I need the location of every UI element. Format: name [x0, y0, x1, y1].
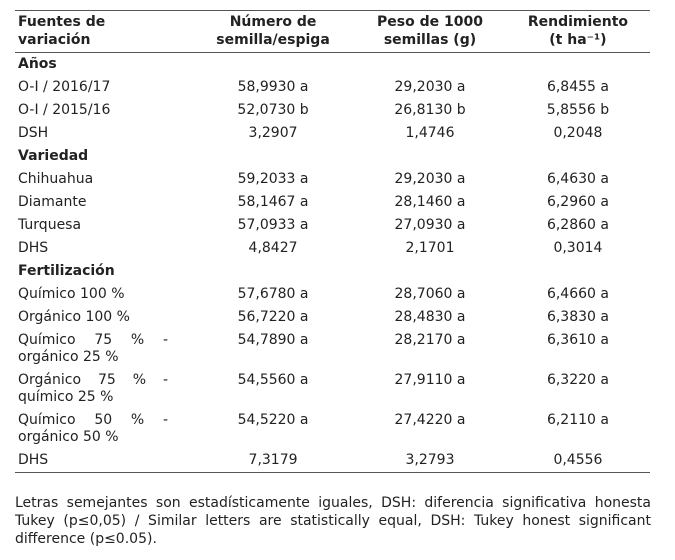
- value-cell: 1,4746: [405, 125, 455, 141]
- row-label: DHS: [18, 240, 49, 256]
- data-row: Diamante 58,1467 a 28,1460 a 6,2960 a: [15, 191, 650, 214]
- value-cell: 28,2170 a: [394, 332, 466, 348]
- value-cell: 54,5220 a: [237, 412, 309, 428]
- value-cell: 27,9110 a: [394, 372, 466, 388]
- value-cell: 6,4660 a: [546, 286, 609, 302]
- value-cell: 52,0730 b: [237, 102, 309, 118]
- value-cell: 28,1460 a: [394, 194, 466, 210]
- data-row: DHS 4,8427 2,1701 0,3014: [15, 237, 650, 260]
- value-cell: 2,1701: [405, 240, 455, 256]
- value-cell: 56,7220 a: [237, 309, 309, 325]
- row-label: Chihuahua: [18, 171, 94, 187]
- value-cell: 58,1467 a: [237, 194, 309, 210]
- value-cell: 6,3830 a: [546, 309, 609, 325]
- value-cell: 6,8455 a: [546, 79, 609, 95]
- row-label: Químico 50 % - orgánico 50 %: [18, 412, 168, 445]
- data-row: Turquesa 57,0933 a 27,0930 a 6,2860 a: [15, 214, 650, 237]
- data-row: DSH 3,2907 1,4746 0,2048: [15, 122, 650, 145]
- value-cell: 3,2793: [405, 452, 455, 468]
- value-cell: 54,5560 a: [237, 372, 309, 388]
- value-cell: 57,6780 a: [237, 286, 309, 302]
- value-cell: 54,7890 a: [237, 332, 309, 348]
- value-cell: 29,2030 a: [394, 171, 466, 187]
- value-cell: 58,9930 a: [237, 79, 309, 95]
- row-label: Turquesa: [18, 217, 82, 233]
- value-cell: 3,2907: [248, 125, 298, 141]
- value-cell: 6,2110 a: [546, 412, 609, 428]
- section-row: Fertilización: [15, 260, 650, 283]
- value-cell: 27,4220 a: [394, 412, 466, 428]
- value-cell: 57,0933 a: [237, 217, 309, 233]
- data-row: O-I / 2015/16 52,0730 b 26,8130 b 5,8556 b: [15, 99, 650, 122]
- row-label: Orgánico 75 % - químico 25 %: [18, 372, 168, 405]
- value-cell: 4,8427: [248, 240, 298, 256]
- results-table: Fuentes de variación Número de semilla/es…: [15, 10, 650, 473]
- row-label: Químico 100 %: [18, 286, 125, 302]
- value-cell: 5,8556 b: [546, 102, 610, 118]
- data-row: Chihuahua 59,2033 a 29,2030 a 6,4630 a: [15, 168, 650, 191]
- value-cell: 0,3014: [553, 240, 603, 256]
- row-label: O-I / 2015/16: [18, 102, 111, 118]
- data-row: Químico 100 % 57,6780 a 28,7060 a 6,4660 a: [15, 283, 650, 306]
- value-cell: 28,7060 a: [394, 286, 466, 302]
- header-cell: Fuentes de variación: [15, 10, 192, 53]
- section-title: Fertilización: [18, 263, 115, 279]
- header-row: Fuentes de variación Número de semilla/es…: [15, 10, 650, 53]
- data-row: Orgánico 100 % 56,7220 a 28,4830 a 6,3830 a: [15, 306, 650, 329]
- value-cell: 6,3610 a: [546, 332, 609, 348]
- value-cell: 7,3179: [248, 452, 298, 468]
- footnote: Letras semejantes son estadísticamente i…: [15, 495, 651, 547]
- value-cell: 6,2960 a: [546, 194, 609, 210]
- value-cell: 26,8130 b: [394, 102, 466, 118]
- value-cell: 27,0930 a: [394, 217, 466, 233]
- data-row: Químico 75 % - orgánico 25 % 54,7890 a 28,…: [15, 329, 650, 369]
- row-label: DSH: [18, 125, 49, 141]
- row-label: Químico 75 % - orgánico 25 %: [18, 332, 168, 365]
- value-cell: 28,4830 a: [394, 309, 466, 325]
- value-cell: 0,2048: [553, 125, 603, 141]
- value-cell: 6,4630 a: [546, 171, 609, 187]
- data-row: Orgánico 75 % - químico 25 % 54,5560 a 27,…: [15, 369, 650, 409]
- header-cell: Peso de 1000 semillas (g): [354, 10, 506, 53]
- row-label: Diamante: [18, 194, 87, 210]
- header-cell: Rendimiento (t ha⁻¹): [505, 10, 650, 53]
- row-label: O-I / 2016/17: [18, 79, 111, 95]
- data-row: DHS 7,3179 3,2793 0,4556: [15, 449, 650, 473]
- data-row: O-I / 2016/17 58,9930 a 29,2030 a 6,8455 a: [15, 76, 650, 99]
- section-row: Variedad: [15, 145, 650, 168]
- value-cell: 6,3220 a: [546, 372, 609, 388]
- section-title: Variedad: [18, 148, 89, 164]
- section-title: Años: [18, 56, 57, 72]
- value-cell: 6,2860 a: [546, 217, 609, 233]
- data-row: Químico 50 % - orgánico 50 % 54,5220 a 27,…: [15, 409, 650, 449]
- row-label: Orgánico 100 %: [18, 309, 130, 325]
- value-cell: 59,2033 a: [237, 171, 309, 187]
- header-cell: Número de semilla/espiga: [192, 10, 355, 53]
- value-cell: 0,4556: [553, 452, 603, 468]
- section-row: Años: [15, 53, 650, 77]
- value-cell: 29,2030 a: [394, 79, 466, 95]
- row-label: DHS: [18, 452, 49, 468]
